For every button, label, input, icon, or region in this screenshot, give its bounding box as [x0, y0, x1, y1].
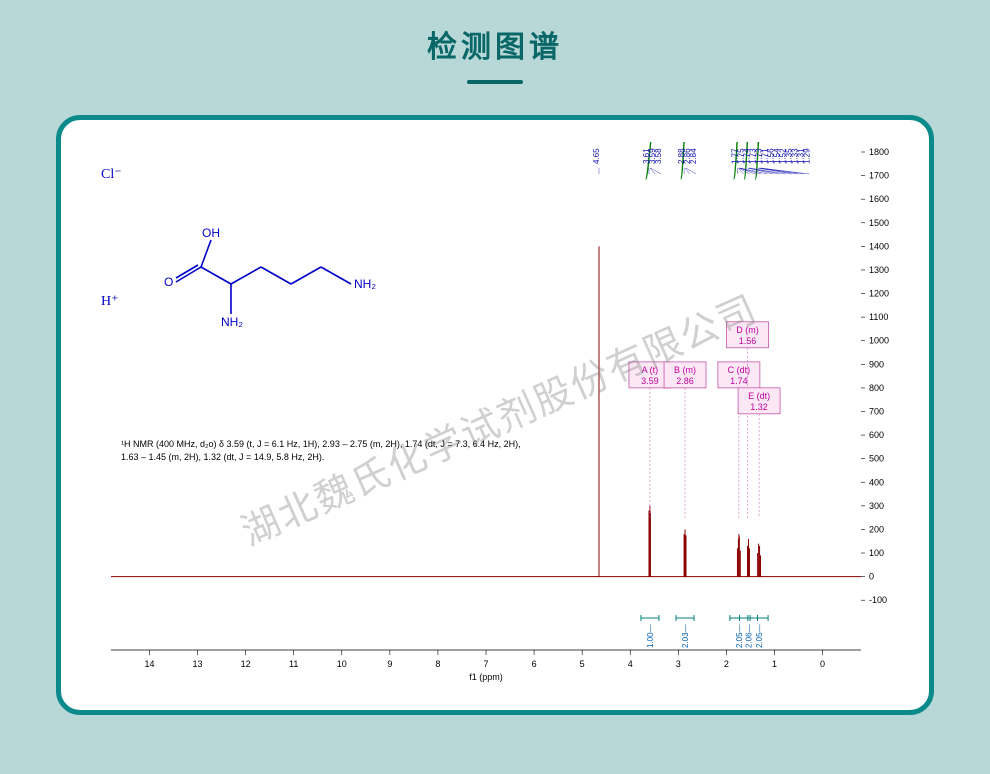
- svg-text:4.65: 4.65: [592, 148, 601, 164]
- svg-text:2.06—: 2.06—: [745, 624, 754, 648]
- svg-text:1500: 1500: [869, 218, 889, 228]
- svg-text:7: 7: [483, 659, 488, 669]
- spectrum-frame: Cl⁻ H⁺ O OH NH₂ NH₂ ¹H NMR (400 MHz, d₂o…: [56, 115, 934, 715]
- svg-text:10: 10: [337, 659, 347, 669]
- svg-text:500: 500: [869, 454, 884, 464]
- svg-text:900: 900: [869, 359, 884, 369]
- svg-text:400: 400: [869, 477, 884, 487]
- svg-text:4: 4: [628, 659, 633, 669]
- nmr-spectrum-plot: -100010020030040050060070080090010001100…: [91, 142, 905, 692]
- svg-text:300: 300: [869, 501, 884, 511]
- svg-text:1.00—: 1.00—: [646, 624, 655, 648]
- svg-text:700: 700: [869, 406, 884, 416]
- svg-text:C (dt): C (dt): [728, 365, 751, 375]
- svg-text:1000: 1000: [869, 336, 889, 346]
- svg-text:14: 14: [144, 659, 154, 669]
- svg-text:D (m): D (m): [736, 325, 759, 335]
- svg-text:12: 12: [241, 659, 251, 669]
- svg-text:1300: 1300: [869, 265, 889, 275]
- spectrum-container: Cl⁻ H⁺ O OH NH₂ NH₂ ¹H NMR (400 MHz, d₂o…: [91, 142, 905, 692]
- svg-text:1200: 1200: [869, 289, 889, 299]
- svg-text:100: 100: [869, 548, 884, 558]
- svg-text:f1 (ppm): f1 (ppm): [469, 672, 503, 682]
- svg-text:9: 9: [387, 659, 392, 669]
- svg-text:8: 8: [435, 659, 440, 669]
- svg-text:1100: 1100: [869, 312, 888, 322]
- svg-text:1.29: 1.29: [802, 148, 811, 164]
- svg-text:2: 2: [724, 659, 729, 669]
- svg-text:1800: 1800: [869, 147, 889, 157]
- svg-text:800: 800: [869, 383, 884, 393]
- svg-text:B (m): B (m): [674, 365, 696, 375]
- svg-text:3.59: 3.59: [641, 376, 659, 386]
- svg-text:-100: -100: [869, 595, 887, 605]
- svg-text:11: 11: [289, 659, 298, 669]
- svg-text:1.32: 1.32: [750, 402, 768, 412]
- svg-text:5: 5: [580, 659, 585, 669]
- svg-text:2.84: 2.84: [689, 148, 698, 164]
- svg-text:2.05—: 2.05—: [735, 624, 744, 648]
- svg-text:1600: 1600: [869, 194, 889, 204]
- svg-text:0: 0: [869, 572, 874, 582]
- svg-text:1700: 1700: [869, 171, 889, 181]
- svg-text:600: 600: [869, 430, 884, 440]
- svg-text:0: 0: [820, 659, 825, 669]
- svg-text:2.05—: 2.05—: [755, 624, 764, 648]
- svg-text:2.03—: 2.03—: [681, 624, 690, 648]
- svg-text:A (t): A (t): [642, 365, 659, 375]
- svg-text:6: 6: [532, 659, 537, 669]
- title-underline: [467, 80, 523, 84]
- svg-text:E (dt): E (dt): [748, 391, 770, 401]
- svg-text:1.74: 1.74: [730, 376, 748, 386]
- svg-text:13: 13: [193, 659, 203, 669]
- svg-text:1.56: 1.56: [739, 336, 757, 346]
- svg-text:2.86: 2.86: [676, 376, 694, 386]
- svg-text:3: 3: [676, 659, 681, 669]
- svg-text:200: 200: [869, 524, 884, 534]
- svg-text:1400: 1400: [869, 241, 889, 251]
- page-title: 检测图谱: [0, 0, 990, 66]
- svg-text:1: 1: [772, 659, 777, 669]
- svg-text:3.58: 3.58: [654, 148, 663, 164]
